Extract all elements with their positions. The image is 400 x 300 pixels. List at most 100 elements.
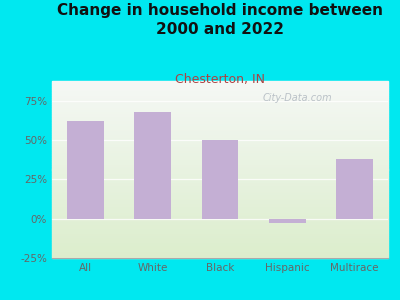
Bar — [52, 100, 388, 102]
Bar — [52, 120, 388, 122]
Bar — [52, 168, 388, 169]
Bar — [52, 185, 388, 187]
Bar — [269, 219, 306, 224]
Bar — [202, 140, 238, 219]
Bar — [52, 223, 388, 224]
Bar — [52, 148, 388, 150]
Bar — [52, 189, 388, 191]
Text: City-Data.com: City-Data.com — [262, 93, 332, 103]
Bar — [52, 248, 388, 249]
Bar — [52, 93, 388, 95]
Bar — [52, 233, 388, 235]
Bar — [52, 115, 388, 116]
Bar — [52, 143, 388, 145]
Bar — [52, 240, 388, 242]
Bar — [52, 228, 388, 230]
Bar — [52, 130, 388, 132]
Bar — [52, 162, 388, 164]
Bar — [52, 238, 388, 240]
Bar — [52, 104, 388, 106]
Bar — [52, 177, 388, 178]
Bar — [134, 112, 171, 219]
Bar — [52, 99, 388, 100]
Bar — [52, 246, 388, 248]
Bar — [52, 201, 388, 203]
Bar — [52, 154, 388, 155]
Bar — [52, 140, 388, 141]
Bar — [52, 97, 388, 99]
Bar — [52, 219, 388, 221]
Bar — [52, 155, 388, 157]
Bar — [52, 113, 388, 115]
Bar — [52, 173, 388, 175]
Bar — [52, 164, 388, 166]
Bar — [52, 203, 388, 205]
Bar — [52, 205, 388, 207]
Bar — [52, 129, 388, 130]
Bar — [67, 121, 104, 219]
Bar — [52, 125, 388, 127]
Bar — [52, 81, 388, 83]
Bar — [52, 251, 388, 253]
Bar — [52, 191, 388, 193]
Bar — [52, 109, 388, 111]
Bar — [52, 208, 388, 210]
Bar — [52, 200, 388, 201]
Text: Chesterton, IN: Chesterton, IN — [175, 74, 265, 86]
Bar — [52, 194, 388, 196]
Bar — [52, 187, 388, 189]
Bar — [52, 102, 388, 104]
Bar — [52, 157, 388, 159]
Bar — [52, 235, 388, 237]
Bar — [52, 232, 388, 233]
Bar — [52, 88, 388, 90]
Bar — [52, 134, 388, 136]
Bar — [52, 212, 388, 214]
Bar — [52, 193, 388, 194]
Bar — [52, 237, 388, 239]
Bar — [52, 196, 388, 198]
Bar — [52, 224, 388, 226]
Bar — [52, 107, 388, 109]
Bar — [52, 221, 388, 223]
Bar — [52, 150, 388, 152]
Bar — [52, 122, 388, 124]
Bar — [52, 166, 388, 168]
Bar — [52, 136, 388, 138]
Bar — [52, 92, 388, 93]
Bar — [52, 230, 388, 232]
Bar — [52, 178, 388, 180]
Bar — [52, 254, 388, 256]
Bar — [52, 85, 388, 86]
Bar — [52, 146, 388, 148]
Bar — [52, 118, 388, 120]
Bar — [52, 242, 388, 244]
Bar — [52, 217, 388, 219]
Bar — [52, 127, 388, 129]
Bar — [52, 210, 388, 212]
Bar — [52, 160, 388, 162]
Bar — [52, 184, 388, 185]
Bar — [52, 182, 388, 184]
Bar — [52, 145, 388, 146]
Bar — [52, 138, 388, 140]
Bar — [52, 132, 388, 134]
Bar — [52, 124, 388, 125]
Bar — [52, 175, 388, 177]
Bar — [52, 256, 388, 258]
Bar — [52, 253, 388, 254]
Bar — [52, 198, 388, 200]
Bar — [52, 249, 388, 251]
Bar — [52, 159, 388, 160]
Bar — [52, 106, 388, 108]
Bar — [52, 86, 388, 88]
Bar — [52, 141, 388, 143]
Bar — [52, 207, 388, 208]
Bar — [52, 83, 388, 85]
Bar — [52, 180, 388, 182]
Bar — [52, 95, 388, 97]
Bar — [336, 159, 373, 219]
Bar — [52, 169, 388, 171]
Bar — [52, 226, 388, 228]
Bar — [52, 215, 388, 217]
